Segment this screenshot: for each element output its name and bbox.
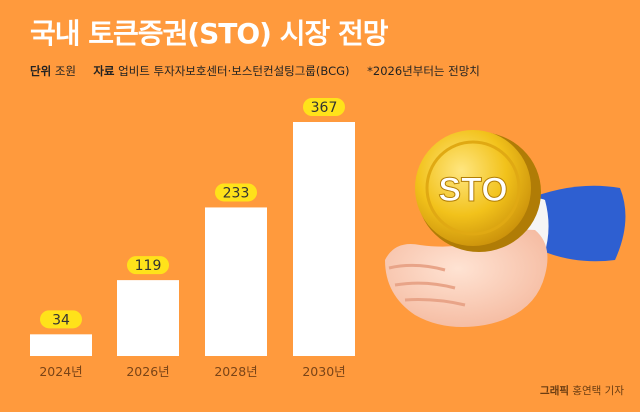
hand-shape — [385, 229, 548, 328]
source-label: 자료 — [93, 64, 115, 78]
x-tick-label: 2030년 — [302, 364, 345, 379]
bar-2026년 — [117, 280, 179, 356]
unit-label: 단위 — [30, 64, 52, 78]
source-value: 업비트 투자자보호센터·보스턴컨설팅그룹(BCG) — [118, 64, 350, 78]
x-tick-label: 2028년 — [214, 364, 257, 379]
coin-icon — [415, 130, 531, 246]
page-title: 국내 토큰증권(STO) 시장 전망 — [30, 17, 389, 50]
hand-holding-coin-icon: STO — [385, 130, 626, 328]
value-badge — [215, 183, 257, 202]
value-badge — [127, 256, 169, 275]
bar-2024년 — [30, 334, 92, 356]
unit-value: 조원 — [54, 64, 76, 78]
credit-author: 홍연택 기자 — [572, 385, 624, 397]
chart-meta: 단위 조원 자료 업비트 투자자보호센터·보스턴컨설팅그룹(BCG) *2026… — [30, 63, 480, 79]
x-tick-label: 2024년 — [39, 364, 82, 379]
value-badge — [40, 310, 82, 329]
credit-label: 그래픽 — [540, 385, 570, 397]
data-label: 367 — [311, 100, 338, 116]
data-label: 233 — [223, 185, 250, 201]
coin-label: STO — [438, 171, 507, 209]
credit: 그래픽 홍연택 기자 — [540, 383, 624, 398]
bar-2028년 — [205, 207, 267, 356]
value-badge — [303, 98, 345, 116]
forecast-note: *2026년부터는 전망치 — [367, 64, 480, 78]
data-label: 34 — [52, 312, 70, 328]
sleeve-shape — [525, 185, 626, 262]
data-label: 119 — [135, 258, 162, 274]
bar-2030년 — [293, 122, 355, 356]
x-tick-label: 2026년 — [126, 364, 169, 379]
